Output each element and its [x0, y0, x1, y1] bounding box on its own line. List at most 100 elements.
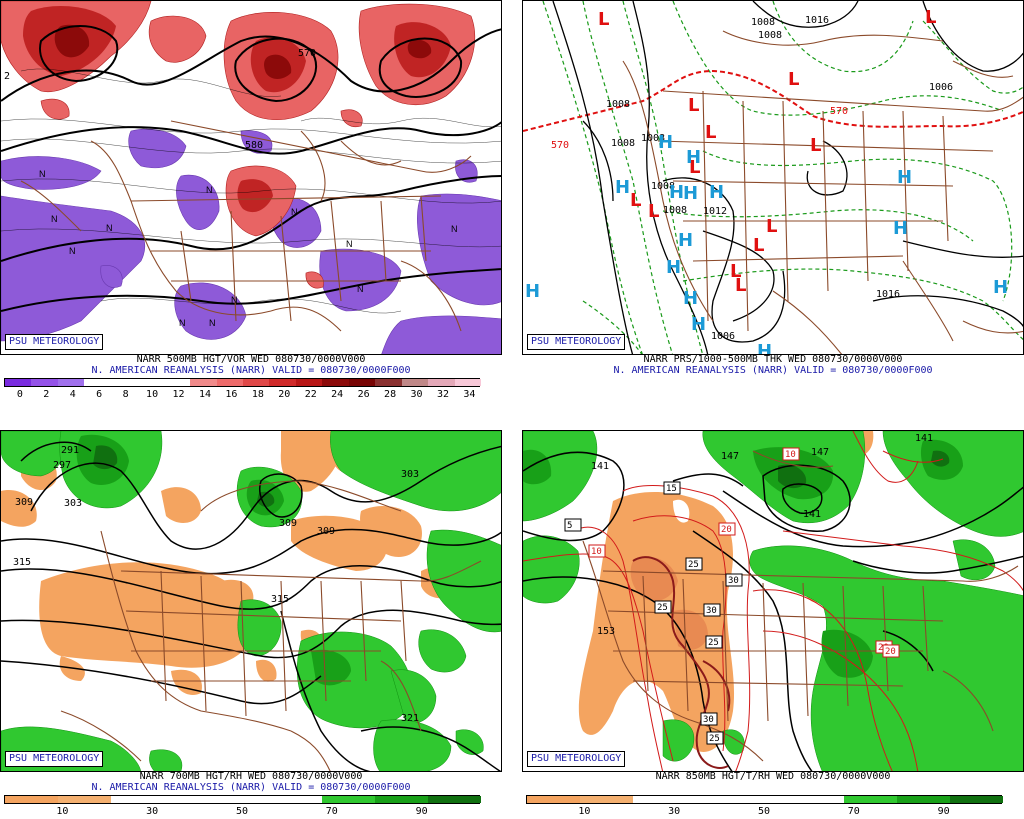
colorbar-label: 28 — [384, 389, 397, 400]
panel-850mb-temp-rh: 141 147 147 141 141 153 10 5 10 15 20 25 30 25 3… — [522, 430, 1024, 819]
colorbar-label: 0 — [16, 389, 23, 400]
contour-label: 141 — [591, 461, 609, 472]
contour-label: 321 — [401, 713, 419, 724]
colorbar-label: 50 — [757, 806, 771, 817]
isotherm-label: 30 — [703, 603, 721, 617]
colorbar-label: 4 — [69, 389, 76, 400]
isotherm-label: 15 — [663, 481, 681, 495]
colorbar-swatch — [57, 796, 112, 803]
contour-label: 141 — [803, 509, 821, 520]
contour-label: 315 — [13, 557, 31, 568]
low-pressure-marker: L — [689, 157, 700, 178]
svg-text:N: N — [206, 185, 213, 195]
colorbar-label: 12 — [172, 389, 185, 400]
low-pressure-marker: L — [598, 9, 609, 30]
colorbar-swatch — [950, 796, 1004, 803]
isotherm-label: 25 — [706, 731, 724, 745]
colorbar-swatch — [110, 796, 165, 803]
low-pressure-marker: L — [735, 275, 746, 296]
colorbar-swatch — [57, 379, 85, 386]
isobar-label: 1008 — [651, 181, 675, 192]
contour-label: 309 — [15, 497, 33, 508]
low-pressure-marker: L — [753, 235, 764, 256]
isobar-label: 1008 — [758, 30, 782, 41]
high-pressure-marker: H — [678, 230, 693, 251]
colorbar-label: 24 — [331, 389, 344, 400]
svg-text:N: N — [39, 169, 46, 179]
colorbar-swatch — [269, 796, 323, 803]
svg-text:N: N — [51, 214, 58, 224]
panel-caption-title: NARR 850MB HGT/T/RH WED 080730/0000V000 — [655, 771, 891, 782]
isotherm-label: 25 — [705, 635, 723, 649]
colorbar-swatch — [579, 796, 634, 803]
colorbar-swatch — [844, 796, 898, 803]
colorbar-swatch — [110, 379, 138, 386]
colorbar-label: 20 — [278, 389, 291, 400]
svg-text:25: 25 — [709, 734, 720, 744]
svg-text:N: N — [179, 318, 186, 328]
colorbar-swatch — [5, 796, 59, 803]
high-pressure-marker: H — [525, 281, 540, 302]
colorbar-swatch — [375, 796, 429, 803]
colorbar-label: 16 — [225, 389, 238, 400]
isotherm-label: 10 — [588, 544, 606, 558]
svg-text:20: 20 — [721, 525, 732, 535]
isobar-label: 1006 — [711, 331, 735, 342]
contour-label: 147 — [811, 447, 829, 458]
contour-label: 303 — [64, 498, 82, 509]
high-pressure-marker: H — [691, 314, 706, 335]
colorbar-label: 50 — [235, 806, 249, 817]
high-pressure-marker: H — [683, 183, 698, 204]
colorbar-swatch — [791, 796, 845, 803]
map-850mb-graphics: 141 147 147 141 141 153 10 5 10 15 20 25 30 25 3… — [523, 431, 1023, 771]
low-pressure-marker: L — [788, 69, 799, 90]
contour-label: 2 — [4, 71, 10, 82]
svg-text:30: 30 — [706, 606, 717, 616]
svg-text:25: 25 — [708, 638, 719, 648]
colorbar-swatch — [295, 379, 323, 386]
colorbar-swatch — [269, 379, 297, 386]
high-pressure-marker: H — [658, 132, 673, 153]
colorbar-label: 2 — [43, 389, 50, 400]
high-pressure-marker: H — [669, 182, 684, 203]
low-pressure-marker: L — [705, 122, 716, 143]
colorbar-swatch — [401, 379, 429, 386]
colorbar-label: 18 — [251, 389, 264, 400]
colorbar-label: 70 — [325, 806, 338, 817]
contour-label: 303 — [401, 469, 419, 480]
thickness-label: 570 — [830, 106, 848, 117]
isotherm-label: 25 — [685, 557, 703, 571]
svg-text:N: N — [346, 239, 353, 249]
colorbar-label: 90 — [415, 806, 428, 817]
colorbar-label: 10 — [578, 806, 591, 817]
map-surface-graphics: 1008 1016 1008 1008 1006 1008 1008 1008 1008 1012… — [523, 1, 1023, 354]
high-pressure-marker: H — [615, 177, 630, 198]
colorbar-swatch — [685, 796, 740, 803]
colorbar-swatch — [322, 379, 350, 386]
colorbar-swatch — [348, 379, 376, 386]
panel-surface-pressure: 1008 1016 1008 1008 1006 1008 1008 1008 1008 1012… — [522, 0, 1024, 402]
colorbar-swatch — [897, 796, 951, 803]
svg-text:5: 5 — [567, 521, 572, 531]
svg-text:N: N — [209, 318, 216, 328]
high-pressure-marker: H — [683, 288, 698, 309]
colorbar-label: 14 — [198, 389, 211, 400]
colorbar-swatch — [216, 796, 270, 803]
high-pressure-marker: H — [993, 277, 1008, 298]
isobar-label: 1008 — [641, 133, 665, 144]
svg-text:N: N — [69, 246, 76, 256]
isotherm-label: 5 — [564, 518, 582, 532]
map-700mb-graphics: 291 297 303 309 303 309 309 315 315 321 — [1, 431, 501, 771]
svg-text:N: N — [106, 223, 113, 233]
panel-caption-valid: N. AMERICAN REANALYSIS (NARR) VALID = 08… — [91, 365, 411, 376]
colorbar-label: 22 — [304, 389, 317, 400]
isobar-label: 1008 — [606, 99, 630, 110]
low-pressure-marker: L — [810, 135, 821, 156]
colorbar-swatch — [243, 379, 270, 386]
colorbar-label: 6 — [96, 389, 103, 400]
svg-text:N: N — [291, 207, 298, 217]
psu-badge: PSU METEOROLOGY — [5, 334, 104, 350]
svg-text:15: 15 — [666, 484, 677, 494]
colorbar-labels: 10 30 50 70 90 — [526, 806, 1002, 818]
panel-caption-title: NARR 700MB HGT/RH WED 080730/0000V000 — [139, 771, 363, 782]
